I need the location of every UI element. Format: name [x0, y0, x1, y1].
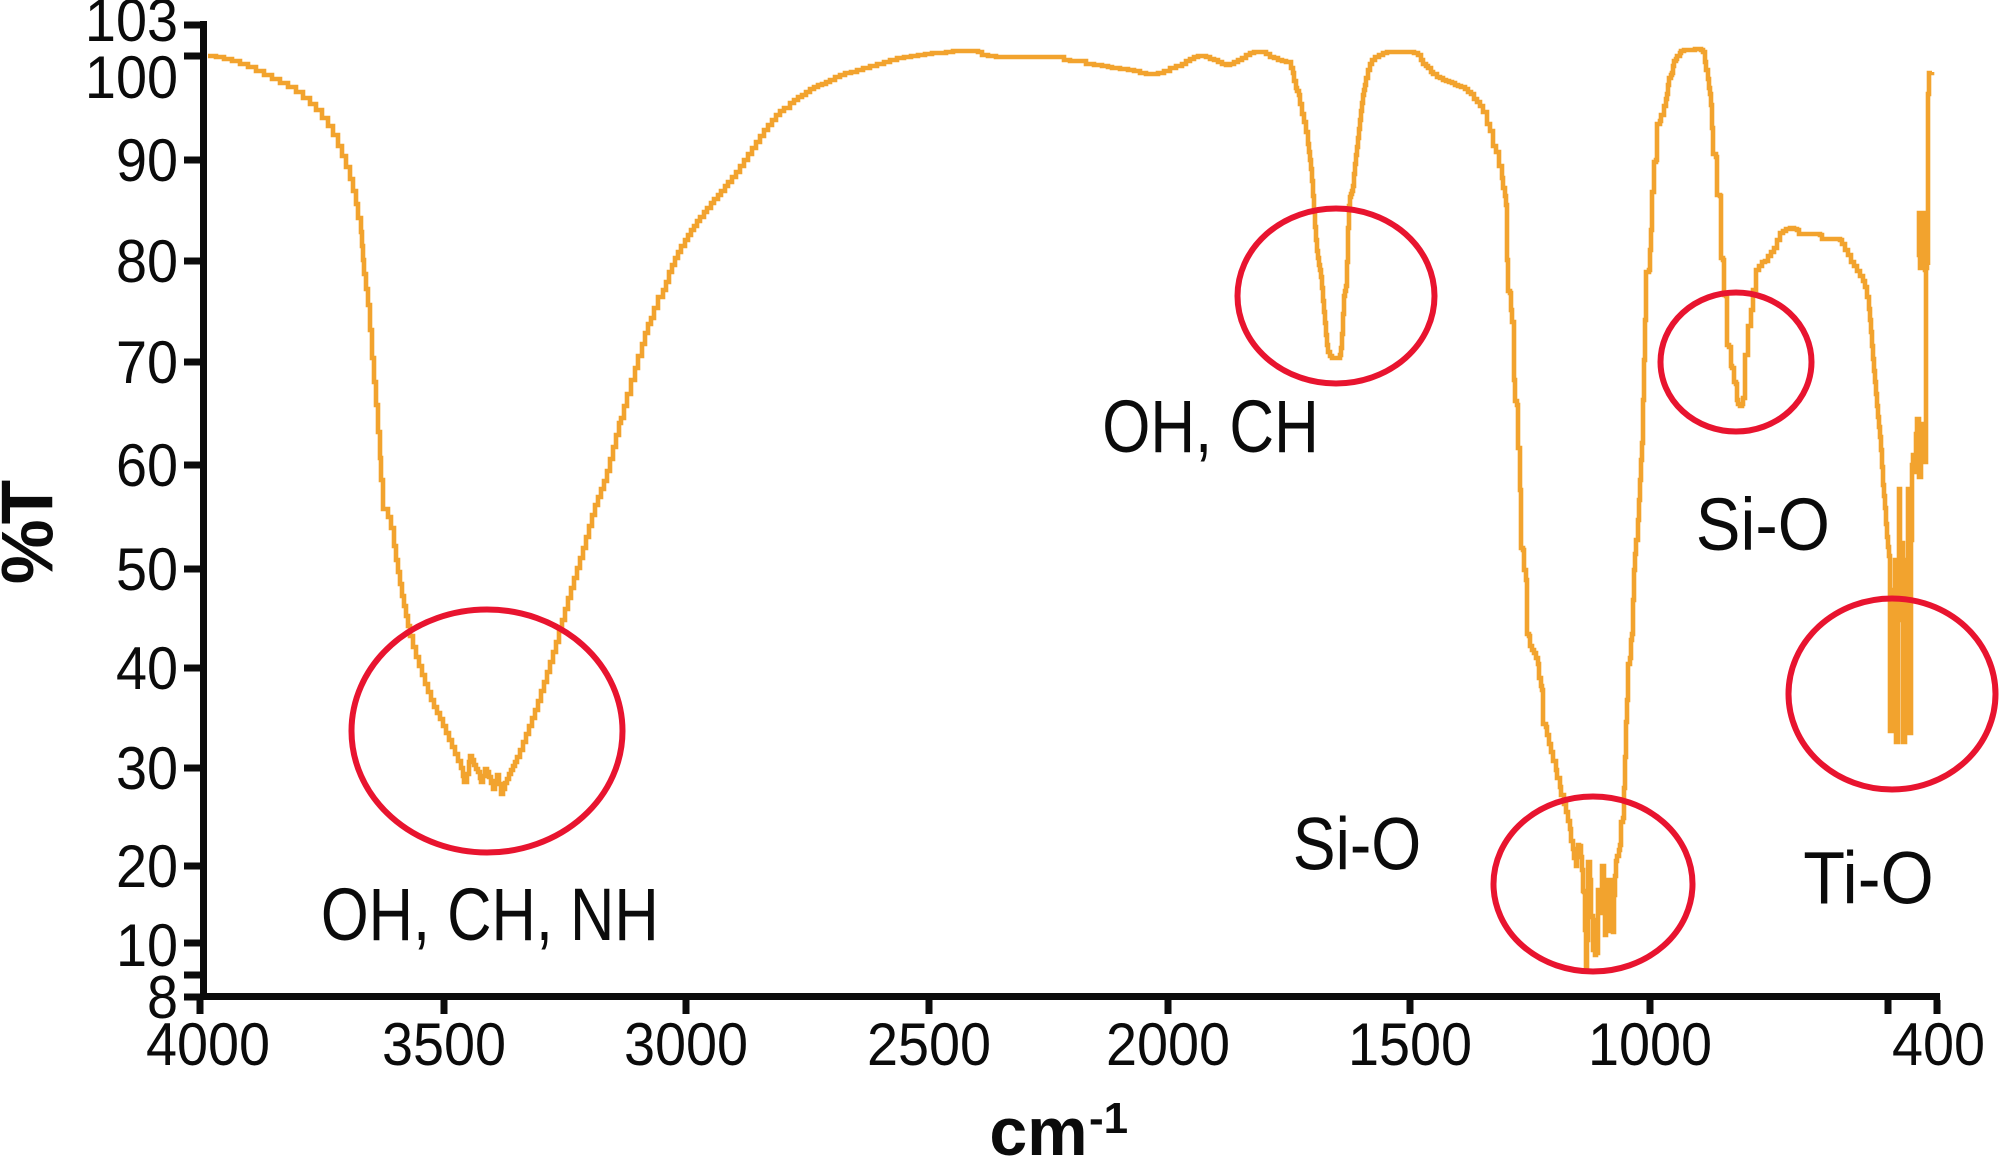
svg-text:90: 90 — [116, 128, 178, 194]
svg-text:3500: 3500 — [382, 1012, 506, 1078]
svg-text:80: 80 — [116, 229, 178, 295]
svg-text:2500: 2500 — [867, 1012, 991, 1078]
svg-text:1000: 1000 — [1588, 1012, 1712, 1078]
svg-text:10: 10 — [116, 913, 178, 979]
svg-text:60: 60 — [116, 433, 178, 499]
svg-text:Ti-O: Ti-O — [1803, 837, 1933, 920]
svg-text:8: 8 — [147, 965, 178, 1031]
svg-text:OH, CH, NH: OH, CH, NH — [321, 874, 659, 957]
svg-text:50: 50 — [116, 537, 178, 603]
svg-text:70: 70 — [116, 330, 178, 396]
svg-text:20: 20 — [116, 834, 178, 900]
svg-text:103: 103 — [85, 0, 178, 54]
svg-text:2000: 2000 — [1106, 1012, 1230, 1078]
svg-text:Si-O: Si-O — [1696, 483, 1830, 566]
svg-text:100: 100 — [85, 45, 178, 111]
svg-text:40: 40 — [116, 636, 178, 702]
svg-text:4000: 4000 — [146, 1012, 270, 1078]
svg-text:Si-O: Si-O — [1293, 802, 1421, 885]
svg-text:3000: 3000 — [624, 1012, 748, 1078]
svg-text:cm: cm — [989, 1094, 1087, 1160]
svg-text:400: 400 — [1892, 1012, 1985, 1078]
svg-text:%T: %T — [0, 480, 69, 584]
svg-text:1500: 1500 — [1348, 1012, 1472, 1078]
svg-text:-1: -1 — [1089, 1094, 1128, 1143]
svg-text:30: 30 — [116, 736, 178, 802]
svg-text:OH, CH: OH, CH — [1102, 386, 1318, 468]
